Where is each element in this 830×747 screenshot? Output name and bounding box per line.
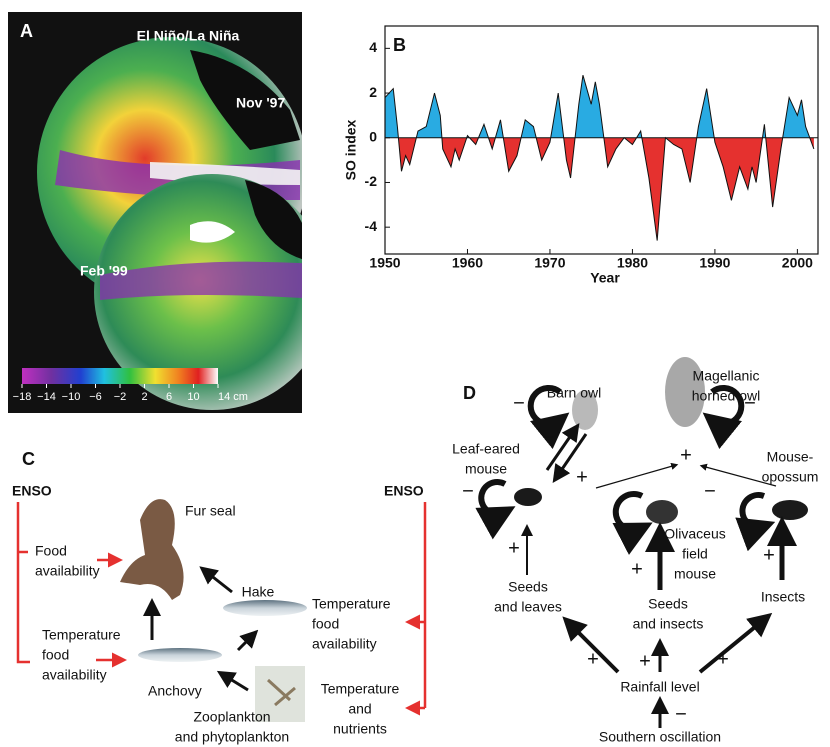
sign: − <box>704 480 716 502</box>
arrow <box>700 618 766 672</box>
x-axis-title: Year <box>590 270 620 286</box>
sign: + <box>631 558 643 580</box>
x-tick-label: 1990 <box>699 255 730 271</box>
panel-c-label: Temperature <box>42 627 121 643</box>
self-arrow <box>616 494 642 530</box>
panel-c-label: and <box>348 701 371 717</box>
panel-d-label: and insects <box>633 616 704 632</box>
opossum-image <box>772 500 808 520</box>
panel-label: C <box>22 449 35 469</box>
panel-d-label: Leaf-eared <box>452 441 520 457</box>
y-tick-label: -4 <box>365 218 378 234</box>
globe-label: Nov '97 <box>236 95 285 111</box>
panel-label: B <box>393 35 406 55</box>
y-tick-label: 4 <box>369 39 377 55</box>
panel-label: D <box>463 383 476 403</box>
panel-c-label: food <box>312 616 339 632</box>
colorbar-tick-label: 2 <box>141 391 147 403</box>
y-tick-label: -2 <box>365 173 378 189</box>
sign: − <box>675 703 687 725</box>
colorbar-tick-label: −10 <box>62 391 81 403</box>
arrow <box>596 465 676 488</box>
panel-c-label: and phytoplankton <box>175 729 289 745</box>
panel-d-label: Seeds <box>648 596 688 612</box>
figure: AEl Niño/La NiñaNov '97Feb '99−18−14−10−… <box>0 0 830 747</box>
colorbar-tick-label: 10 <box>187 391 199 403</box>
sign: + <box>508 537 520 559</box>
panel-c-label: Temperature <box>321 681 400 697</box>
panel-c-label: availability <box>312 636 377 652</box>
panel-c-label: Anchovy <box>148 683 202 699</box>
panel-d-label: Southern oscillation <box>599 729 721 745</box>
y-tick-label: 0 <box>369 128 377 144</box>
arrow <box>222 674 248 690</box>
colorbar-tick-label: −2 <box>114 391 127 403</box>
colorbar-tick-label: 6 <box>166 391 172 403</box>
panel-d-label: Olivaceus <box>664 526 725 542</box>
sign: − <box>542 426 554 448</box>
panel-d-label: Barn owl <box>547 385 601 401</box>
field-mouse-image <box>646 500 678 524</box>
panel-c-label: Food <box>35 543 67 559</box>
arrow <box>204 570 232 592</box>
sign: − <box>462 480 474 502</box>
y-axis-title: SO index <box>343 119 359 180</box>
panel-d-label: and leaves <box>494 599 562 615</box>
panel-c-label: food <box>42 647 69 663</box>
colorbar-tick-label: −18 <box>13 391 32 403</box>
x-tick-label: 2000 <box>782 255 813 271</box>
sign: + <box>680 444 692 466</box>
leaf-eared-mouse-image <box>514 488 542 506</box>
panel-d-label: Insects <box>761 589 805 605</box>
so-area <box>385 75 814 240</box>
panel-d-label: opossum <box>762 469 819 485</box>
panel-c-label: Zooplankton <box>193 709 270 725</box>
panel-c-label: availability <box>35 563 100 579</box>
panel-a-title: El Niño/La Niña <box>137 28 240 44</box>
panel-d-label: mouse <box>465 461 507 477</box>
enso-label: ENSO <box>384 483 424 499</box>
enso-label: ENSO <box>12 483 52 499</box>
x-tick-label: 1960 <box>452 255 483 271</box>
sign: − <box>513 392 525 414</box>
sign: + <box>639 650 651 672</box>
panel-d-label: field <box>682 546 708 562</box>
panel-d-label: Seeds <box>508 579 548 595</box>
panel-label: A <box>20 21 33 41</box>
panel-c-label: Fur seal <box>185 503 236 519</box>
sign: + <box>717 648 729 670</box>
hake-image <box>223 600 307 616</box>
y-tick-label: 2 <box>369 84 377 100</box>
globe-label: Feb '99 <box>80 263 128 279</box>
fur-seal-image <box>120 499 184 600</box>
colorbar-tick-label: −6 <box>89 391 102 403</box>
anchovy-image <box>138 648 222 662</box>
enso-line <box>18 502 30 662</box>
colorbar <box>22 368 218 384</box>
panel-c-label: Hake <box>242 584 275 600</box>
colorbar-tick-label: −14 <box>37 391 56 403</box>
x-tick-label: 1970 <box>534 255 565 271</box>
panel-d-label: Magellanic <box>693 368 760 384</box>
sign: + <box>576 466 588 488</box>
self-arrow <box>481 482 505 514</box>
panel-d-label: mouse <box>674 566 716 582</box>
colorbar-tick-label: 14 cm <box>218 391 248 403</box>
panel-c-label: nutrients <box>333 721 387 737</box>
self-arrow <box>742 495 764 527</box>
x-tick-label: 1950 <box>369 255 400 271</box>
x-tick-label: 1980 <box>617 255 648 271</box>
page: AEl Niño/La NiñaNov '97Feb '99−18−14−10−… <box>0 0 830 747</box>
sign: + <box>763 544 775 566</box>
panel-d-label: Mouse- <box>767 449 814 465</box>
arrow <box>238 634 254 650</box>
sign: − <box>744 392 756 414</box>
panel-c-label: Temperature <box>312 596 391 612</box>
panel-c-label: availability <box>42 667 107 683</box>
sign: + <box>587 648 599 670</box>
panel-d-label: Rainfall level <box>620 679 699 695</box>
